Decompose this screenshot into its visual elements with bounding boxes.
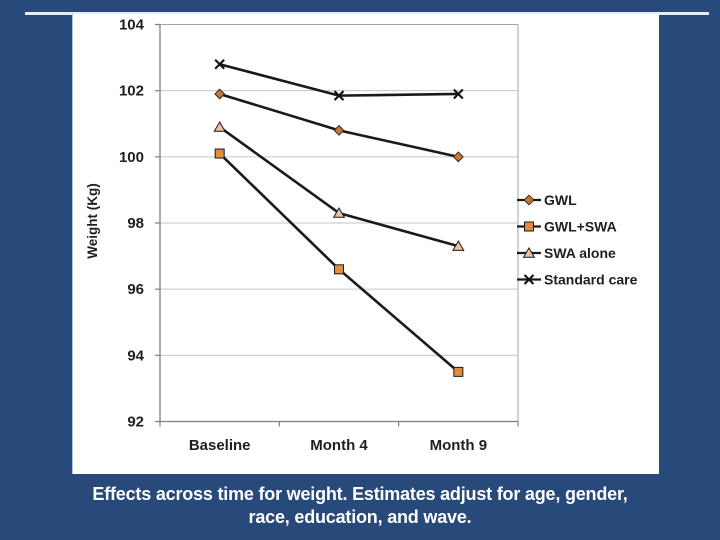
x-category-label: Baseline [189,437,251,454]
data-point-SWA-alone-0 [213,121,226,132]
data-point-SWA-alone-1 [332,207,346,218]
top-accent-line [25,12,709,15]
y-tick-label-104: 104 [119,17,145,34]
chart-panel: 92 94 96 98 100 102 104 Baseline Month 4 Month 9 W… [72,14,659,474]
data-point-Standard-care-2 [453,88,464,100]
legend-label-SWA-alone: SWA alone [544,245,616,261]
data-point-GWL-1 [333,124,345,136]
legend-label-GWL: GWL [544,192,577,208]
weight-line-chart: 92 94 96 98 100 102 104 Baseline Month 4 Month 9 W… [85,17,638,455]
data-point-GWL-0 [214,88,226,100]
y-tick-label-100: 100 [119,149,144,166]
y-tick-label-94: 94 [127,347,144,364]
y-tick-label-92: 92 [127,414,144,431]
y-tick-label-98: 98 [127,215,144,232]
data-point-GWL-SWA-2 [453,366,464,377]
data-point-Standard-care-0 [214,58,225,70]
y-axis-title: Weight (Kg) [85,183,100,258]
legend-marker-GWL-SWA [524,221,534,232]
data-point-Standard-care-1 [333,90,345,101]
x-category-label: Month 4 [310,437,368,454]
legend-marker-GWL [523,194,535,206]
legend-marker-SWA-alone [522,247,536,258]
data-point-GWL-SWA-1 [334,264,344,275]
series-line-GWL-SWA [218,152,460,373]
chart-caption: Effects across time for weight. Estimate… [0,483,720,529]
data-point-GWL-2 [452,151,464,163]
caption-line-1: Effects across time for weight. Estimate… [92,484,628,504]
y-tick-label-96: 96 [127,281,144,298]
data-point-SWA-alone-2 [452,240,465,251]
x-category-label: Month 9 [430,437,488,454]
legend-marker-Standard-care [523,274,535,285]
y-tick-label-102: 102 [119,83,144,100]
caption-line-2: race, education, and wave. [248,507,472,527]
data-point-GWL-SWA-0 [214,148,225,159]
legend-label-Standard-care: Standard care [544,272,638,288]
legend-label-GWL-SWA: GWL+SWA [544,219,617,235]
